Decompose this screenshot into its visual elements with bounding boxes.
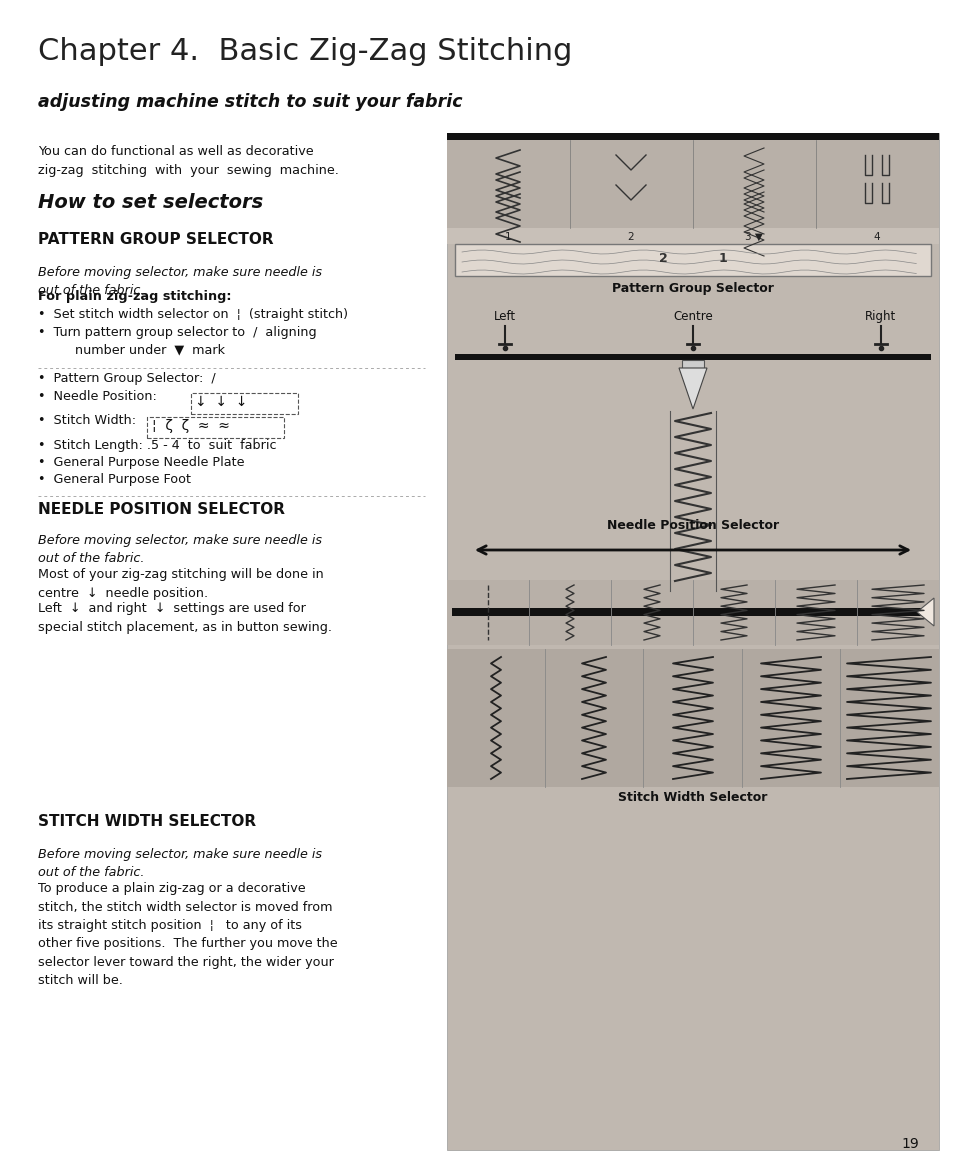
Text: Before moving selector, make sure needle is
out of the fabric.: Before moving selector, make sure needle…: [38, 266, 322, 297]
Text: Before moving selector, make sure needle is
out of the fabric.: Before moving selector, make sure needle…: [38, 534, 322, 566]
Text: •  Set stitch width selector on  ¦  (straight stitch): • Set stitch width selector on ¦ (straig…: [38, 308, 348, 321]
Text: 2: 2: [658, 252, 667, 265]
Text: Needle Position Selector: Needle Position Selector: [606, 519, 779, 532]
Text: Chapter 4.  Basic Zig-Zag Stitching: Chapter 4. Basic Zig-Zag Stitching: [38, 37, 572, 66]
Polygon shape: [679, 368, 706, 409]
Text: Centre: Centre: [673, 310, 712, 323]
Bar: [447, 133, 938, 1150]
Text: 2: 2: [627, 232, 634, 243]
Text: Stitch Width Selector: Stitch Width Selector: [618, 791, 767, 805]
Bar: [447, 133, 938, 140]
Text: PATTERN GROUP SELECTOR: PATTERN GROUP SELECTOR: [38, 232, 274, 247]
Text: Most of your zig-zag stitching will be done in
centre  ↓  needle position.: Most of your zig-zag stitching will be d…: [38, 568, 323, 599]
Text: •  Needle Position:: • Needle Position:: [38, 389, 156, 403]
Text: 3 ▼: 3 ▼: [744, 232, 762, 243]
Text: NEEDLE POSITION SELECTOR: NEEDLE POSITION SELECTOR: [38, 503, 285, 517]
Text: Left: Left: [494, 310, 516, 323]
Text: number under  ▼  mark: number under ▼ mark: [55, 343, 225, 356]
Text: 1: 1: [718, 252, 726, 265]
Text: ¦  ζ  ζ  ≈  ≈: ¦ ζ ζ ≈ ≈: [152, 419, 230, 433]
Text: •  Stitch Length: .5 - 4  to  suit  fabric: • Stitch Length: .5 - 4 to suit fabric: [38, 440, 276, 452]
Text: Left  ↓  and right  ↓  settings are used for
special stitch placement, as in but: Left ↓ and right ↓ settings are used for…: [38, 602, 332, 633]
Text: Before moving selector, make sure needle is
out of the fabric.: Before moving selector, make sure needle…: [38, 848, 322, 879]
Text: adjusting machine stitch to suit your fabric: adjusting machine stitch to suit your fa…: [38, 93, 462, 111]
Text: You can do functional as well as decorative
zig-zag  stitching  with  your  sewi: You can do functional as well as decorat…: [38, 145, 338, 177]
Text: •  Pattern Group Selector:  /: • Pattern Group Selector: /: [38, 372, 215, 385]
Text: STITCH WIDTH SELECTOR: STITCH WIDTH SELECTOR: [38, 814, 255, 829]
Polygon shape: [916, 598, 933, 626]
Text: 1: 1: [504, 232, 511, 243]
Bar: [455, 354, 930, 360]
Text: •  General Purpose Foot: • General Purpose Foot: [38, 473, 191, 486]
Bar: [447, 229, 938, 244]
Bar: [447, 580, 938, 645]
Text: How to set selectors: How to set selectors: [38, 194, 263, 212]
Bar: [452, 607, 933, 616]
Text: For plain zig-zag stitching:: For plain zig-zag stitching:: [38, 290, 232, 303]
Text: 4: 4: [873, 232, 880, 243]
Text: Right: Right: [864, 310, 896, 323]
Text: •  Turn pattern group selector to  /  aligning: • Turn pattern group selector to / align…: [38, 326, 316, 339]
Bar: [455, 244, 930, 276]
Bar: [681, 360, 703, 368]
Bar: [447, 140, 938, 229]
Text: Pattern Group Selector: Pattern Group Selector: [612, 282, 773, 295]
Text: •  General Purpose Needle Plate: • General Purpose Needle Plate: [38, 456, 244, 469]
Text: •  Stitch Width:: • Stitch Width:: [38, 414, 136, 427]
Text: To produce a plain zig-zag or a decorative
stitch, the stitch width selector is : To produce a plain zig-zag or a decorati…: [38, 881, 337, 988]
Text: ↓  ↓  ↓: ↓ ↓ ↓: [194, 395, 247, 409]
Text: 19: 19: [901, 1137, 918, 1151]
Bar: [447, 649, 938, 787]
